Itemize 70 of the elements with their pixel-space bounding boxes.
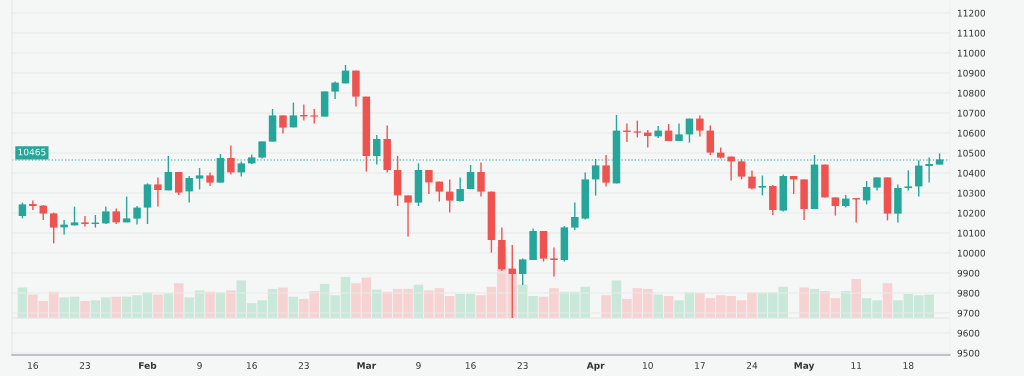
x-tick-label: 23 xyxy=(298,362,309,369)
y-tick-label: 10600 xyxy=(957,129,986,137)
y-tick-label: 9500 xyxy=(957,349,980,357)
x-tick-label: 16 xyxy=(246,362,257,369)
x-tick-label: Mar xyxy=(357,362,377,369)
candlestick xyxy=(675,122,683,142)
y-tick-label: 9900 xyxy=(957,269,980,277)
candlestick xyxy=(445,178,454,214)
candlestick xyxy=(425,169,433,195)
bar xyxy=(851,278,861,318)
bar xyxy=(173,283,184,318)
candlestick xyxy=(904,169,913,192)
candlestick xyxy=(133,205,141,226)
candlestick xyxy=(175,171,183,196)
candlestick xyxy=(122,195,131,224)
candlestick xyxy=(227,144,235,176)
y-tick-label: 10200 xyxy=(957,209,986,217)
x-tick-label: 24 xyxy=(746,362,758,369)
candlestick xyxy=(195,167,204,191)
candlestick xyxy=(696,114,704,138)
x-tick-label: 23 xyxy=(517,362,528,369)
x-tick-label: 11 xyxy=(851,362,862,369)
candlestick xyxy=(571,201,579,231)
candlestick xyxy=(49,211,58,245)
x-tick-label: 17 xyxy=(695,362,705,369)
x-tick-label: 9 xyxy=(197,362,202,369)
bar xyxy=(601,295,611,318)
candlestick xyxy=(466,164,475,191)
y-tick-label: 9600 xyxy=(957,329,980,337)
candlestick xyxy=(758,174,767,197)
y-tick-label: 10100 xyxy=(957,229,986,237)
candlestick xyxy=(550,246,558,278)
candlestick xyxy=(404,194,412,238)
x-tick-label: 16 xyxy=(465,362,476,369)
candlestick xyxy=(748,169,756,191)
candlestick xyxy=(737,158,746,181)
candlestick xyxy=(862,180,871,206)
candlestick xyxy=(477,161,485,198)
y-tick-label: 10800 xyxy=(957,89,986,97)
y-tick-label: 11000 xyxy=(957,49,986,57)
y-tick-label: 10000 xyxy=(957,249,986,257)
x-tick-label: 16 xyxy=(28,362,39,369)
candlestick xyxy=(706,124,715,156)
y-tick-label: 9800 xyxy=(957,289,980,297)
x-tick-label: 10 xyxy=(643,362,653,369)
candlestick xyxy=(456,176,464,203)
candlestick xyxy=(29,199,37,211)
y-tick-label: 11100 xyxy=(957,29,986,37)
x-tick-label: 23 xyxy=(79,362,90,369)
y-tick-label: 10500 xyxy=(957,149,986,157)
y-tick-label: 10300 xyxy=(957,189,986,197)
y-tick-label: 10900 xyxy=(957,69,986,77)
x-tick-label: Feb xyxy=(139,361,157,369)
candlestick xyxy=(154,176,162,208)
y-tick-label: 9700 xyxy=(957,309,980,317)
candlestick xyxy=(769,184,777,216)
x-tick-label: Apr xyxy=(586,362,605,371)
candlestick xyxy=(143,182,152,225)
candlestick xyxy=(602,154,610,188)
candlestick xyxy=(81,215,89,228)
y-tick-label: 11200 xyxy=(957,9,986,17)
candlestick xyxy=(185,175,193,204)
y-tick-label: 10700 xyxy=(957,109,986,117)
candlestick xyxy=(289,101,298,129)
candlestick xyxy=(831,196,840,217)
x-tick-label: 18 xyxy=(903,362,914,369)
ref-line-label: 10465 xyxy=(18,148,46,156)
x-tick-label: May xyxy=(794,362,815,371)
y-tick-label: 10400 xyxy=(957,169,986,177)
x-tick-label: 9 xyxy=(416,362,421,369)
